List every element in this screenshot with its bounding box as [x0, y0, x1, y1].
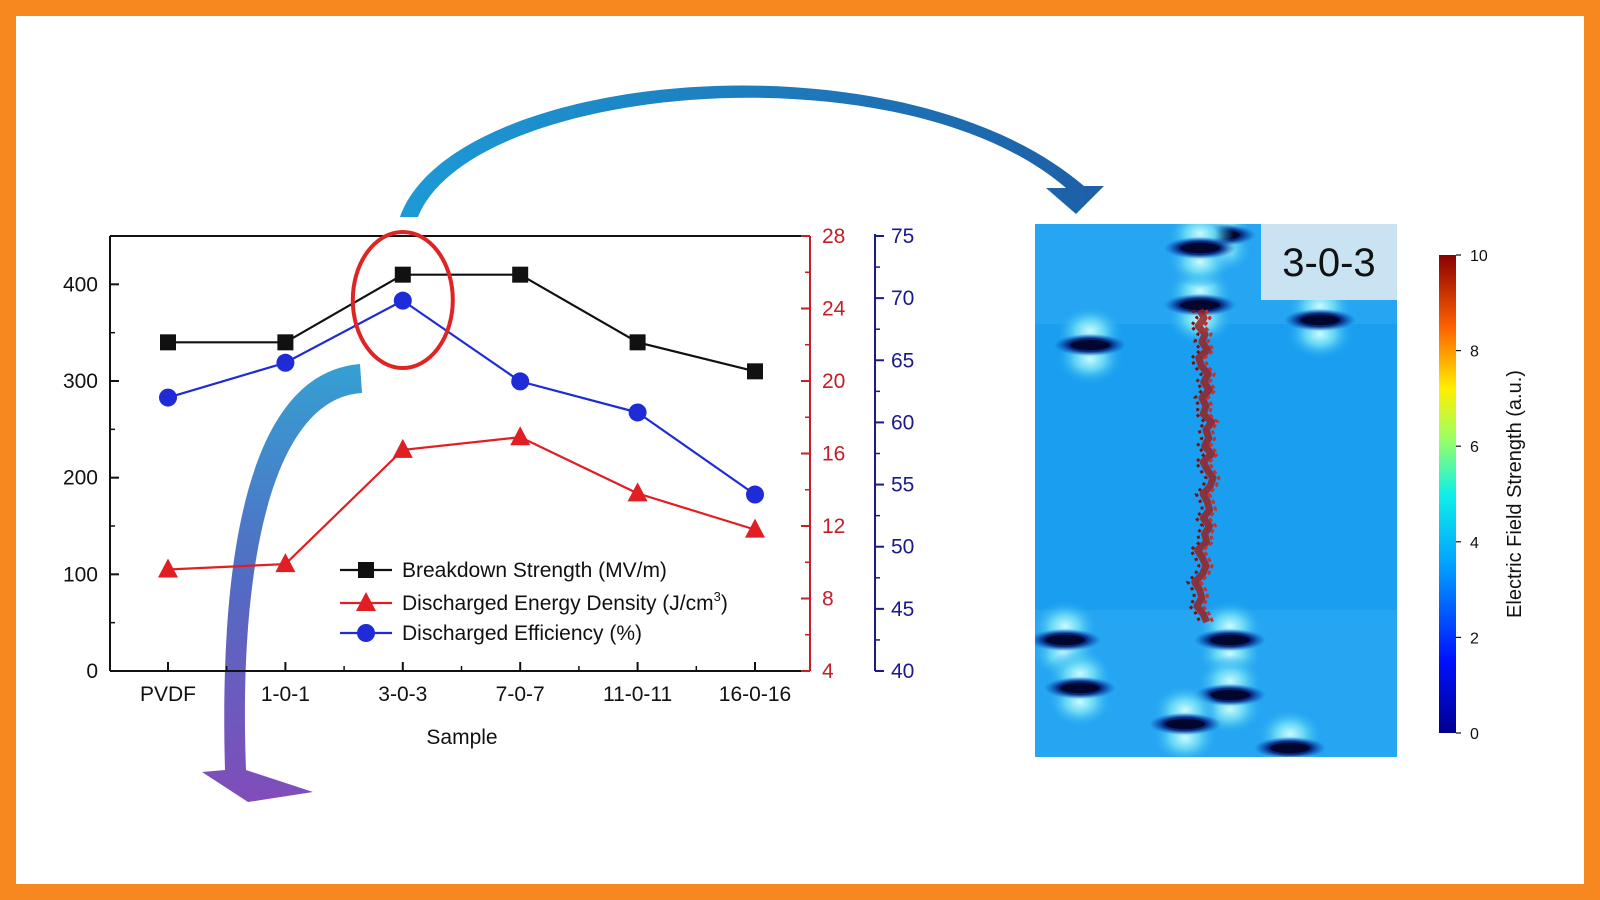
- colorbar-tick-label: 2: [1470, 630, 1479, 647]
- legend-marker: [357, 624, 375, 642]
- data-point: [747, 363, 763, 380]
- filler-core: [1070, 340, 1110, 350]
- highlight-ellipse: [350, 230, 455, 370]
- right-red-tick-label: 28: [822, 225, 845, 248]
- colorbar-tick-label: 8: [1470, 344, 1479, 361]
- filler-core: [1045, 635, 1085, 645]
- filler-core: [1210, 690, 1250, 700]
- right-blue-tick-label: 60: [891, 411, 914, 434]
- simulation-badge: [1261, 224, 1397, 300]
- colorbar-tick-label: 6: [1470, 439, 1479, 456]
- colorbar-tick-label: 4: [1470, 535, 1479, 552]
- x-tick-label: 16-0-16: [719, 683, 791, 706]
- legend-label: Breakdown Strength (MV/m): [402, 559, 667, 582]
- left-tick-label: 0: [86, 660, 98, 683]
- right-blue-tick-label: 70: [891, 287, 914, 310]
- colorbar-tick-label: 10: [1470, 248, 1488, 265]
- data-point: [392, 438, 413, 458]
- filler-core: [1270, 743, 1310, 753]
- arrow-to-simulation: [400, 85, 1104, 217]
- simulation-field: [1035, 224, 1397, 757]
- legend-marker: [356, 592, 376, 611]
- data-point: [628, 403, 647, 422]
- data-point: [275, 553, 296, 573]
- left-tick-label: 400: [63, 273, 98, 296]
- left-tick-label: 100: [63, 563, 98, 586]
- right-blue-tick-label: 75: [891, 225, 914, 248]
- series-square: [160, 266, 763, 380]
- data-point: [160, 334, 176, 351]
- x-tick-label: 1-0-1: [261, 683, 310, 706]
- left-tick-label: 300: [63, 370, 98, 393]
- filler-core: [1060, 683, 1100, 693]
- legend-label: Discharged Energy Density (J/cm3): [402, 589, 728, 615]
- arrow-down-left: [202, 364, 362, 802]
- series-triangle: [158, 426, 765, 578]
- data-point: [276, 353, 295, 372]
- right-red-tick-label: 12: [822, 515, 845, 538]
- legend-marker: [358, 562, 374, 578]
- filler-core: [1180, 300, 1220, 310]
- data-point: [745, 518, 765, 538]
- filler-core: [1210, 635, 1250, 645]
- data-point: [510, 426, 531, 446]
- x-tick-label: 7-0-7: [496, 683, 545, 706]
- series-circle: [159, 291, 764, 504]
- data-point: [159, 388, 177, 407]
- colorbar-gradient: [1439, 255, 1456, 733]
- x-tick-label: 3-0-3: [378, 683, 427, 706]
- data-point: [627, 482, 648, 502]
- series-line: [167, 299, 756, 496]
- data-point: [277, 334, 294, 351]
- data-point: [511, 372, 530, 391]
- x-tick-label: 11-0-11: [603, 683, 672, 706]
- breakdown-path: [1191, 308, 1217, 624]
- right-blue-tick-label: 50: [891, 536, 914, 559]
- data-point: [512, 266, 529, 283]
- colorbar-title: Electric Field Strength (a.u.): [1504, 370, 1526, 618]
- legend: Breakdown Strength (MV/m) Discharged Ener…: [340, 559, 728, 645]
- right-blue-tick-label: 55: [891, 474, 914, 497]
- data-point: [158, 558, 178, 578]
- simulation-panel: 3-0-3: [1035, 224, 1397, 757]
- filler-core: [1165, 719, 1205, 729]
- x-tick-label: PVDF: [140, 683, 196, 706]
- colorbar-tick-label: 0: [1470, 726, 1479, 743]
- right-red-tick-label: 4: [822, 660, 834, 683]
- colorbar: 0 2 4 6 8 10 Electric Field Strength (a.u.): [1439, 248, 1526, 743]
- legend-label: Discharged Efficiency (%): [402, 622, 642, 645]
- right-red-tick-label: 16: [822, 443, 845, 466]
- breakdown-branch: [1198, 309, 1221, 623]
- data-point: [394, 266, 411, 283]
- filler-core: [1180, 243, 1220, 253]
- right-red-tick-label: 24: [822, 298, 846, 321]
- right-red-tick-label: 20: [822, 370, 845, 393]
- right-blue-tick-label: 40: [891, 660, 914, 683]
- data-point: [393, 291, 412, 310]
- data-point: [746, 485, 764, 504]
- simulation-label: 3-0-3: [1282, 241, 1375, 285]
- right-blue-tick-label: 65: [891, 349, 914, 372]
- series-line: [167, 436, 756, 571]
- x-axis-title: Sample: [426, 726, 497, 749]
- breakdown-branch: [1185, 309, 1208, 623]
- right-red-tick-label: 8: [822, 588, 834, 611]
- data-point: [629, 334, 646, 351]
- chart: 0 100 200 300 400 4 8 12 16 20 24 28 40 45 50 55 60 65 70 7…: [63, 225, 914, 749]
- filler-core: [1300, 315, 1340, 325]
- left-tick-label: 200: [63, 467, 98, 490]
- right-blue-tick-label: 45: [891, 598, 914, 621]
- series-line: [168, 273, 756, 373]
